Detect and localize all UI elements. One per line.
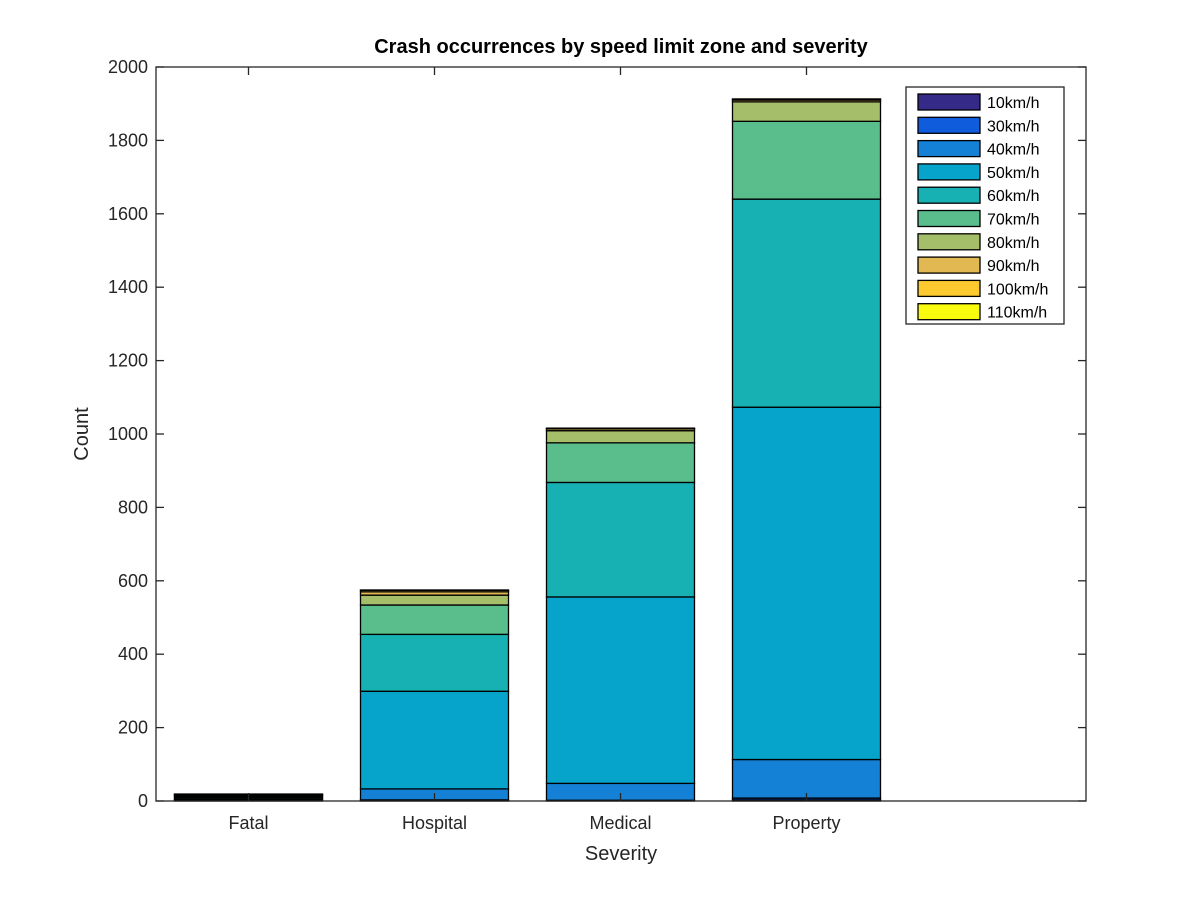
bar-segment	[359, 690, 510, 790]
legend-label: 10km/h	[987, 95, 1039, 112]
bar-segment	[731, 198, 882, 408]
legend-label: 50km/h	[987, 165, 1039, 182]
y-tick-label: 800	[118, 497, 148, 517]
bar-segment	[545, 442, 696, 484]
legend-label: 40km/h	[987, 142, 1039, 159]
legend-swatch	[917, 139, 981, 158]
bar-segment	[359, 633, 510, 692]
bar-segment	[545, 596, 696, 785]
axes-layer: 0 200 400 600 800 1000 1200 1400 1600 1800 2000 Fat…	[108, 57, 1087, 833]
legend-label: 110km/h	[987, 305, 1047, 322]
bar-segment	[731, 120, 882, 200]
legend-swatch	[917, 233, 981, 251]
bar-segment	[545, 430, 696, 444]
legend-label: 70km/h	[987, 212, 1039, 229]
y-tick-label: 1200	[108, 351, 148, 371]
x-tick-label: Medical	[589, 813, 651, 833]
legend-swatch	[917, 209, 981, 228]
bar-segment	[731, 101, 882, 122]
y-tick-label: 2000	[108, 57, 148, 77]
legend-swatch	[917, 303, 981, 321]
legend-swatch	[917, 186, 981, 204]
y-tick-label: 1400	[108, 277, 148, 297]
legend-swatch	[917, 93, 981, 111]
x-tick-label: Fatal	[228, 813, 268, 833]
legend-label: 30km/h	[987, 118, 1039, 135]
legend-label: 100km/h	[987, 281, 1048, 298]
legend-swatch	[917, 163, 981, 181]
x-tick-label: Hospital	[402, 813, 467, 833]
legend-swatch	[917, 116, 981, 134]
legend-label: 60km/h	[987, 188, 1039, 205]
bar-segment	[731, 406, 882, 761]
x-axis-label: Severity	[585, 843, 657, 865]
legend-swatch	[917, 279, 981, 298]
legend-label: 90km/h	[987, 258, 1039, 275]
y-tick-label: 1600	[108, 204, 148, 224]
y-tick-label: 0	[138, 791, 148, 811]
bar-segment	[359, 594, 510, 606]
chart-title: Crash occurrences by speed limit zone an…	[374, 36, 868, 58]
x-tick-label: Property	[772, 813, 840, 833]
legend-label: 80km/h	[987, 235, 1039, 252]
y-tick-label: 200	[118, 718, 148, 738]
bar-segment	[731, 758, 882, 799]
legend-swatch	[917, 256, 981, 274]
y-tick-label: 400	[118, 644, 148, 664]
bar-segment	[359, 604, 510, 636]
bar-segment	[545, 481, 696, 598]
y-tick-label: 600	[118, 571, 148, 591]
y-tick-label: 1000	[108, 424, 148, 444]
y-axis-label: Count	[71, 407, 93, 461]
legend: 10km/h 30km/h 40km/h 50km/h 60km/h 70km/h 80km…	[905, 86, 1065, 325]
y-tick-label: 1800	[108, 130, 148, 150]
